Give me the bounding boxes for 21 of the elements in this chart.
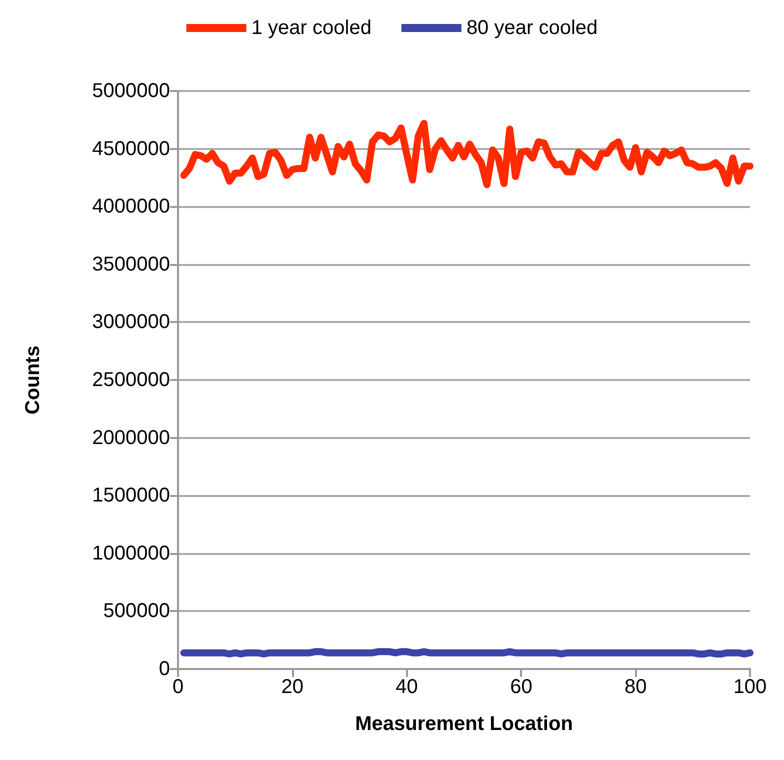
y-axis-title: Counts [22, 346, 44, 414]
y-tick-label: 1500000 [92, 484, 170, 507]
y-tick-label: 2500000 [92, 369, 170, 391]
x-tick-label: 0 [172, 676, 184, 698]
legend-label: 80 year cooled [466, 17, 598, 39]
x-tick-label: 40 [396, 676, 418, 698]
y-tick-label: 1000000 [92, 542, 170, 564]
y-tick-label: 3500000 [92, 253, 170, 276]
x-tick-label: 60 [510, 676, 532, 698]
y-tick-label: 500000 [103, 600, 170, 622]
x-tick-label: 100 [733, 676, 767, 698]
y-tick-label: 0 [158, 658, 170, 680]
y-tick-label: 4000000 [92, 196, 170, 218]
y-tick-label: 5000000 [92, 80, 170, 102]
x-axis-title: Measurement Location [355, 713, 573, 735]
legend-label: 1 year cooled [251, 17, 372, 39]
x-tick-label: 20 [281, 676, 304, 698]
y-tick-label: 3000000 [92, 311, 170, 334]
x-tick-label: 80 [624, 676, 647, 698]
y-tick-label: 4500000 [92, 138, 170, 160]
y-tick-label: 2000000 [92, 426, 170, 449]
